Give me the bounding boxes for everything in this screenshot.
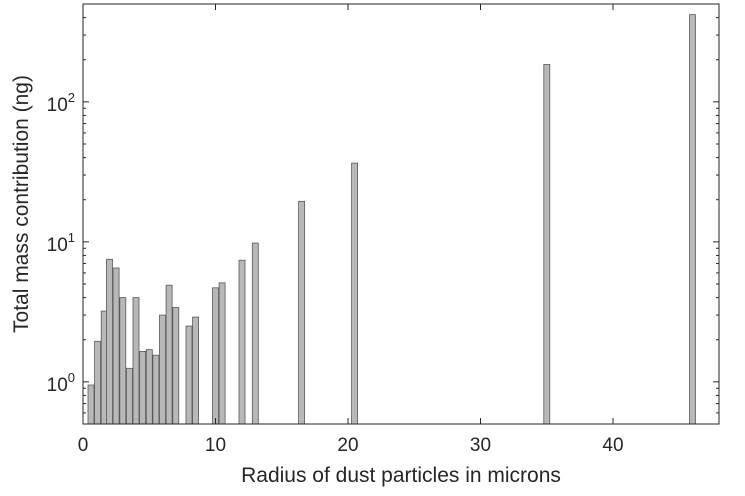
bar bbox=[159, 314, 166, 425]
bar bbox=[112, 267, 120, 425]
bar bbox=[152, 354, 160, 425]
bar bbox=[218, 282, 226, 425]
bar bbox=[106, 258, 113, 425]
plot-area-frame bbox=[82, 3, 720, 425]
bar bbox=[132, 297, 140, 425]
x-tick-label: 10 bbox=[205, 435, 226, 456]
y-tick-label: 101 bbox=[47, 230, 75, 256]
bar bbox=[212, 287, 219, 425]
x-axis-ticks: 0 10 20 30 40 bbox=[78, 4, 624, 456]
bar bbox=[165, 284, 173, 425]
bar bbox=[87, 384, 95, 425]
bar bbox=[192, 316, 200, 425]
y-axis-ticks: 100 101 102 bbox=[47, 3, 719, 425]
bar bbox=[172, 306, 180, 425]
bar bbox=[543, 64, 551, 425]
bar bbox=[251, 242, 259, 425]
bar bbox=[238, 259, 246, 425]
x-tick-label: 0 bbox=[78, 435, 89, 456]
x-tick-label: 20 bbox=[337, 435, 358, 456]
x-tick-label: 30 bbox=[470, 435, 491, 456]
bar bbox=[351, 162, 359, 425]
bars-group bbox=[87, 14, 696, 425]
bar bbox=[139, 350, 147, 425]
bar bbox=[126, 367, 133, 425]
x-tick-label: 40 bbox=[602, 435, 623, 456]
bar bbox=[185, 325, 193, 425]
y-axis-title: Total mass contribution (ng) bbox=[10, 75, 33, 333]
bar bbox=[119, 297, 127, 425]
y-tick-label: 102 bbox=[47, 90, 75, 116]
y-tick-label: 100 bbox=[47, 370, 75, 396]
bar bbox=[94, 340, 101, 425]
bar bbox=[298, 200, 306, 425]
x-axis-title: Radius of dust particles in microns bbox=[241, 464, 561, 487]
bar bbox=[689, 14, 696, 425]
bar bbox=[145, 349, 153, 425]
